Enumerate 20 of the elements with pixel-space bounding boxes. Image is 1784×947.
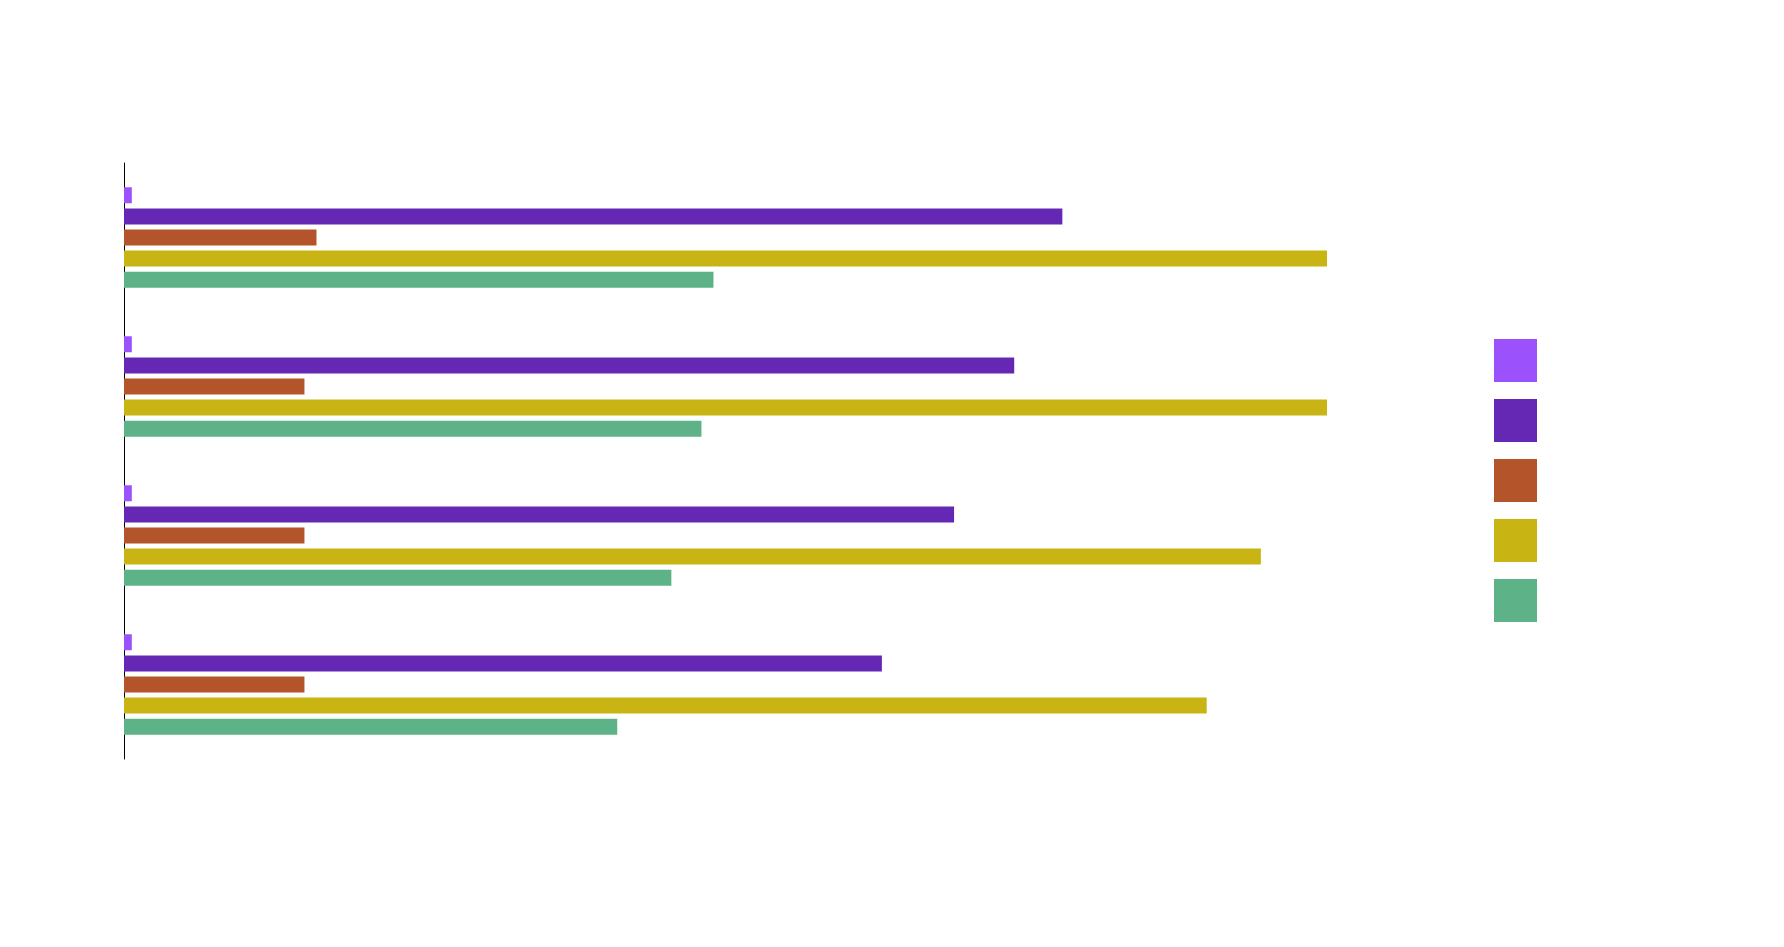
bar bbox=[124, 569, 672, 586]
bar bbox=[124, 506, 955, 523]
bar bbox=[124, 527, 305, 544]
bar bbox=[124, 485, 132, 502]
bar bbox=[124, 250, 1327, 267]
bar bbox=[124, 336, 132, 353]
bar bbox=[124, 548, 1261, 565]
bar bbox=[124, 187, 132, 204]
bar bbox=[124, 271, 714, 288]
bar bbox=[124, 229, 317, 246]
bar bbox=[124, 676, 305, 693]
bar bbox=[124, 655, 882, 672]
bar bbox=[124, 697, 1207, 714]
bar bbox=[124, 399, 1327, 416]
bar bbox=[124, 718, 618, 735]
bar bbox=[124, 378, 305, 395]
bar bbox=[124, 208, 1063, 225]
bar bbox=[124, 420, 702, 437]
bar bbox=[124, 634, 132, 651]
bar bbox=[124, 357, 1015, 374]
